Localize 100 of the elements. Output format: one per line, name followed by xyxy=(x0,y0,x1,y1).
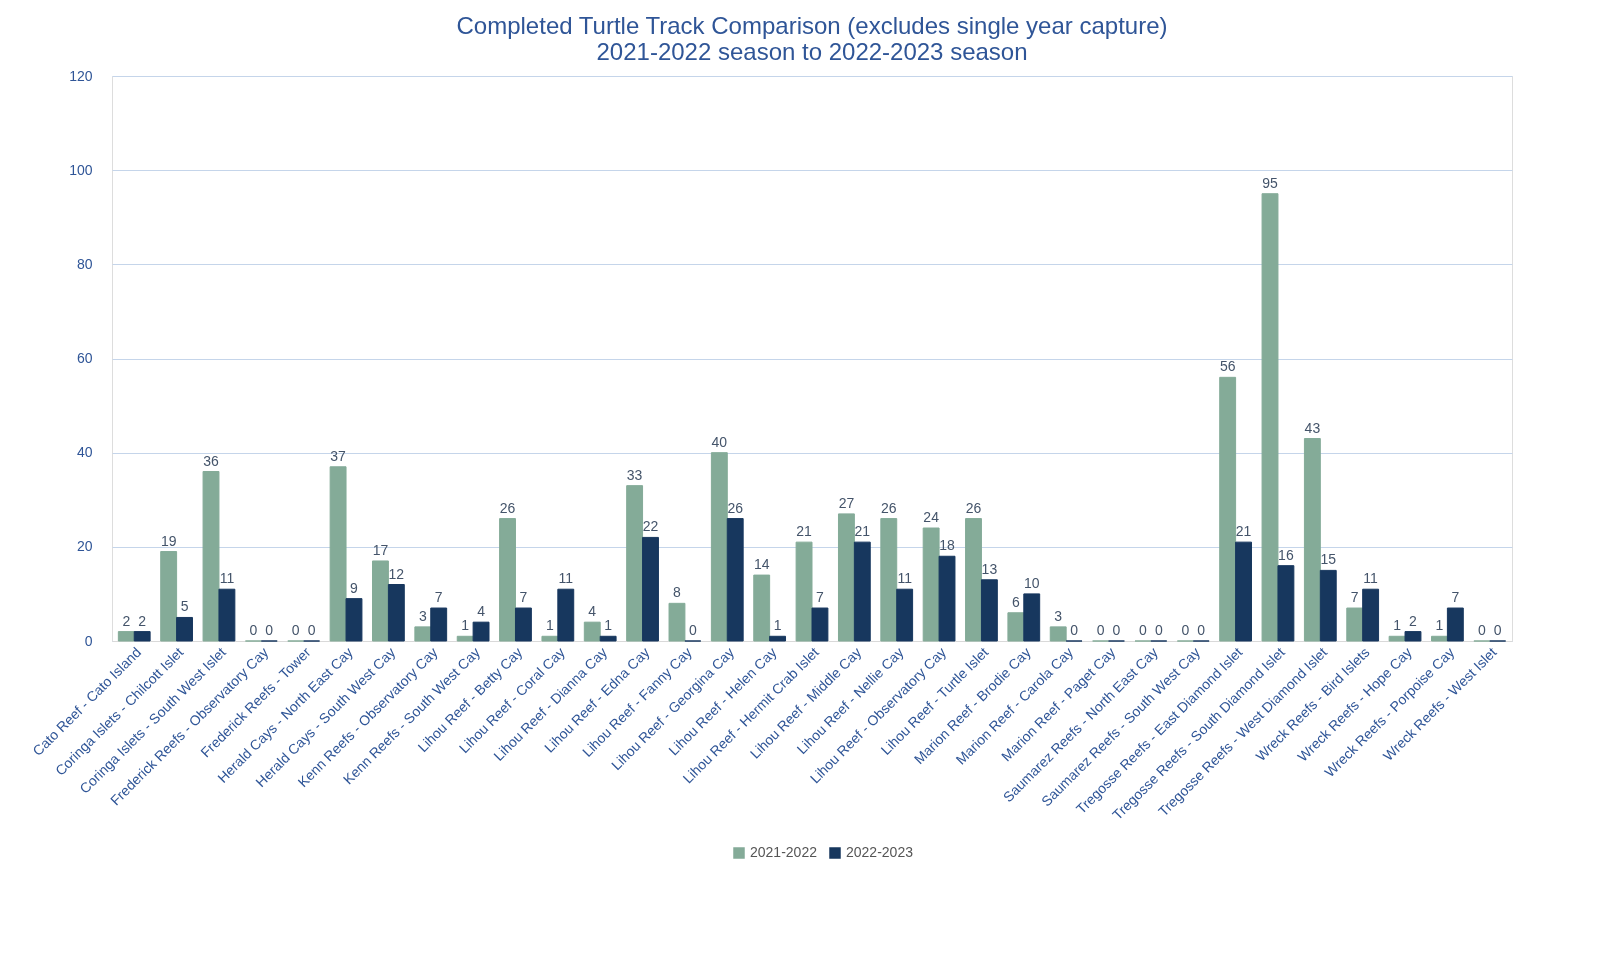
bar xyxy=(795,541,813,642)
data-label: 2 xyxy=(122,612,131,629)
data-label: 21 xyxy=(1235,523,1252,540)
text: Completed Turtle Track Comparison (excludes single year capture) xyxy=(456,12,1168,39)
data-label: 43 xyxy=(1304,419,1321,436)
data-label: 3 xyxy=(418,607,427,624)
data-label: 10 xyxy=(1023,574,1040,591)
data-label: 22 xyxy=(642,518,659,535)
data-label: 5 xyxy=(180,598,189,615)
bar xyxy=(853,541,871,642)
bar xyxy=(965,518,982,642)
bar xyxy=(1446,607,1464,642)
bar xyxy=(345,598,363,642)
data-label: 14 xyxy=(753,556,770,573)
y-tick-label: 100 xyxy=(69,161,93,178)
bar xyxy=(769,635,787,642)
bar xyxy=(329,466,347,642)
data-label: 19 xyxy=(160,532,177,549)
bar xyxy=(753,574,771,642)
data-label: 11 xyxy=(558,570,574,587)
bar xyxy=(1431,635,1448,642)
y-tick-label: 120 xyxy=(69,67,93,84)
data-label: 3 xyxy=(1054,607,1063,624)
data-label: 0 xyxy=(1070,622,1079,638)
data-label: 0 xyxy=(1181,622,1190,638)
bar xyxy=(583,621,601,642)
bar xyxy=(218,588,236,642)
data-label: 1 xyxy=(773,617,782,634)
data-label: 4 xyxy=(588,603,597,620)
data-label: 0 xyxy=(291,622,300,638)
data-label: 27 xyxy=(838,494,855,511)
data-label: 4 xyxy=(477,603,486,620)
data-label: 1 xyxy=(461,617,470,634)
legend-label: 2021-2022 xyxy=(750,844,818,860)
bar xyxy=(133,631,151,642)
bar xyxy=(938,555,956,642)
bar xyxy=(176,616,193,642)
bar xyxy=(541,635,559,642)
bar xyxy=(1346,607,1364,642)
data-label: 26 xyxy=(727,499,744,516)
bar xyxy=(414,626,432,642)
data-label: 15 xyxy=(1320,551,1337,568)
bar xyxy=(1235,541,1252,642)
bar xyxy=(710,452,728,642)
data-label: 0 xyxy=(1154,622,1163,638)
data-label: 24 xyxy=(923,509,940,525)
data-label: 40 xyxy=(711,433,728,450)
bar xyxy=(1362,588,1380,642)
data-label: 0 xyxy=(249,622,258,638)
bar xyxy=(1404,631,1422,642)
data-label: 0 xyxy=(688,622,697,638)
bar xyxy=(372,560,389,642)
data-label: 7 xyxy=(1350,589,1359,606)
data-label: 56 xyxy=(1219,358,1236,375)
data-label: 0 xyxy=(1096,622,1105,638)
bar xyxy=(557,588,575,642)
data-label: 18 xyxy=(939,537,956,554)
data-label: 11 xyxy=(897,570,913,587)
data-label: 7 xyxy=(1451,589,1460,606)
data-label: 7 xyxy=(816,589,825,606)
bar xyxy=(456,635,474,642)
bar xyxy=(626,485,644,642)
data-label: 1 xyxy=(1435,617,1444,634)
data-label: 11 xyxy=(219,570,235,587)
bar xyxy=(837,513,855,642)
data-label: 0 xyxy=(1493,622,1502,638)
data-label: 9 xyxy=(350,579,359,596)
bar xyxy=(202,471,220,642)
bar xyxy=(430,607,448,642)
data-label: 0 xyxy=(1197,622,1206,638)
data-label: 16 xyxy=(1278,546,1294,563)
data-label: 0 xyxy=(265,622,274,638)
y-tick-label: 60 xyxy=(76,350,93,366)
data-label: 0 xyxy=(1139,622,1148,638)
bar xyxy=(160,551,178,642)
bar xyxy=(1219,376,1237,642)
bar xyxy=(1007,612,1025,642)
y-tick-label: 80 xyxy=(76,255,93,272)
bar xyxy=(726,518,744,642)
bar xyxy=(1261,193,1279,642)
bar xyxy=(922,527,940,642)
bar xyxy=(980,579,998,642)
data-label: 17 xyxy=(372,541,389,558)
bar xyxy=(1319,569,1337,642)
data-label: 0 xyxy=(1112,622,1121,638)
data-label: 13 xyxy=(981,560,998,577)
data-label: 1 xyxy=(1393,617,1402,634)
data-label: 26 xyxy=(499,499,516,516)
bar xyxy=(811,607,829,642)
legend-label: 2022-2023 xyxy=(846,844,914,860)
bar xyxy=(668,602,686,642)
data-label: 36 xyxy=(203,452,220,469)
bar xyxy=(499,518,516,642)
bar xyxy=(642,536,659,642)
bar xyxy=(1023,593,1041,642)
data-label: 21 xyxy=(854,523,871,540)
data-label: 7 xyxy=(434,589,443,606)
bar xyxy=(1277,565,1295,642)
data-label: 1 xyxy=(546,617,554,634)
data-label: 8 xyxy=(673,584,682,601)
